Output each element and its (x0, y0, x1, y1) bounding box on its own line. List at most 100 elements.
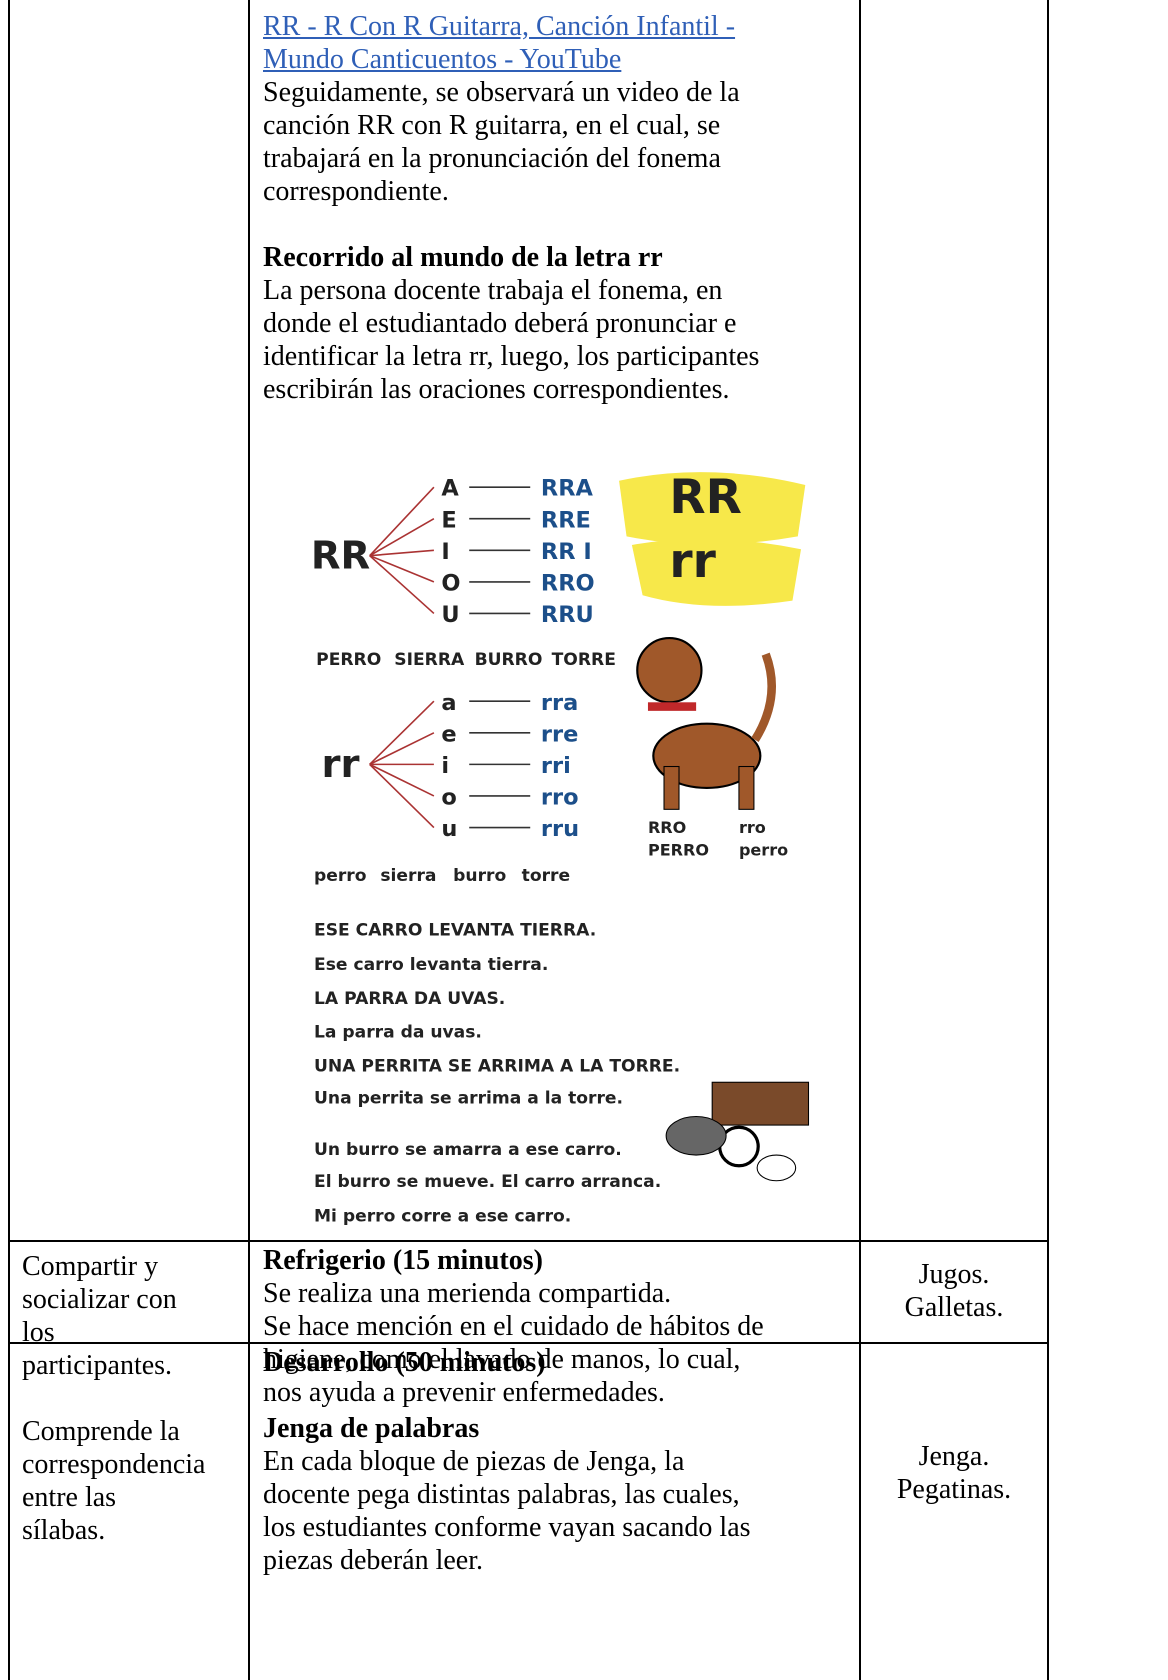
border (8, 0, 10, 1680)
row-2-content: Refrigerio (15 minutos) Se realiza una m… (263, 1244, 764, 1409)
cart (665, 1081, 810, 1182)
heading: Refrigerio (15 minutos) (263, 1245, 543, 1276)
row-3-content: Desarrollo (50 minutos) Jenga de palabra… (263, 1346, 751, 1577)
link[interactable]: Mundo Canticuentos - YouTube (263, 44, 622, 75)
text-line: socializar con (22, 1284, 177, 1315)
arrow (369, 732, 435, 766)
sentence: Mi perro corre a ese carro. (314, 1206, 571, 1226)
text-line: participantes. (22, 1350, 173, 1381)
arrow (369, 554, 435, 583)
heading: Desarrollo (50 minutos) (263, 1347, 546, 1378)
syllable: rra (541, 690, 578, 716)
arrow (369, 549, 434, 557)
syllable: RRE (541, 507, 591, 533)
resource: Jugos. (918, 1259, 990, 1290)
link[interactable]: RR - R Con R Guitarra, Canción Infantil … (263, 11, 736, 42)
vowel: a (441, 690, 456, 716)
word: PERRO (316, 650, 381, 670)
resource: Galletas. (904, 1292, 1004, 1323)
text-line: correspondiente. (263, 176, 449, 207)
objective: Comprende la correspondencia entre las síla… (22, 1415, 205, 1547)
text-line: entre las (22, 1482, 117, 1513)
resource: Jenga. (918, 1441, 990, 1472)
resource: Pegatinas. (896, 1474, 1012, 1505)
sentence: La parra da uvas. (314, 1022, 482, 1042)
syllable: rre (541, 721, 578, 747)
text-line: nos ayuda a prevenir enfermedades. (263, 1377, 665, 1408)
word: BURRO (475, 650, 543, 670)
vowel: U (441, 602, 459, 628)
vowel: e (441, 721, 456, 747)
text-line: donde el estudiantado deberá pronunciar … (263, 308, 737, 339)
letter: RR (311, 534, 370, 579)
text-line: trabajará en la pronunciación del fonema (263, 143, 721, 174)
text-line: Seguidamente, se observará un video de l… (263, 77, 740, 108)
sentence: UNA PERRITA SE ARRIMA A LA TORRE. (314, 1057, 680, 1077)
text-line: identificar la letra rr, luego, los part… (263, 341, 760, 372)
vowel: u (441, 816, 457, 842)
text-line: los estudiantes conforme vayan sacando l… (263, 1512, 751, 1543)
arrow (369, 700, 435, 765)
word: torre (522, 866, 570, 886)
arrow (369, 763, 435, 797)
dog-label: rro (739, 818, 766, 837)
word: burro (453, 866, 506, 886)
dog (636, 637, 776, 810)
border (859, 0, 861, 1680)
text-line: Se hace mención en el cuidado de hábitos… (263, 1311, 764, 1342)
sentence: Un burro se amarra a ese carro. (314, 1140, 622, 1160)
heading: Recorrido al mundo de la letra rr (263, 242, 663, 273)
vowel: E (441, 507, 456, 533)
word: SIERRA (394, 650, 465, 670)
word: perro (314, 866, 367, 886)
resources: Jenga. Pegatinas. (860, 1440, 1048, 1506)
border (248, 0, 250, 1680)
syllable: RRO (541, 570, 595, 596)
text-line: En cada bloque de piezas de Jenga, la (263, 1446, 685, 1477)
highlight (619, 472, 806, 545)
text-line: escribirán las oraciones correspondiente… (263, 374, 730, 405)
dog-label: perro (739, 840, 788, 859)
arrow (369, 763, 435, 829)
vowel: A (441, 476, 459, 502)
subheading: Jenga de palabras (263, 1413, 480, 1444)
text-line: higiene, como el lavado de manos, lo cua… (263, 1344, 741, 1375)
dog-label: PERRO (648, 840, 709, 859)
text-line: piezas deberán leer. (263, 1545, 483, 1576)
border (8, 1342, 1048, 1344)
sentence: LA PARRA DA UVAS. (314, 989, 505, 1009)
badge: rr (669, 534, 716, 589)
syllable: rro (541, 785, 579, 811)
word: sierra (380, 866, 436, 886)
row-1-content: RR - R Con R Guitarra, Canción Infantil … (263, 10, 759, 406)
text-line: correspondencia (22, 1449, 206, 1480)
text-line: Comprende la (22, 1416, 180, 1447)
letter: rr (322, 742, 360, 787)
text-line: Se realiza una merienda compartida. (263, 1278, 672, 1309)
highlight (631, 538, 802, 606)
text-line: canción RR con R guitarra, en el cual, s… (263, 110, 721, 141)
arrow (369, 518, 435, 557)
syllable: RRA (541, 476, 594, 502)
border (8, 1240, 1048, 1242)
syllable: rru (541, 816, 579, 842)
resources: Jugos. Galletas. (860, 1258, 1048, 1324)
text-line: docente pega distintas palabras, las cua… (263, 1479, 740, 1510)
sentence: Ese carro levanta tierra. (314, 955, 548, 975)
text-line: los (22, 1317, 55, 1348)
text-line: La persona docente trabaja el fonema, en (263, 275, 723, 306)
sentence: ESE CARRO LEVANTA TIERRA. (314, 921, 596, 941)
vowel: O (441, 570, 460, 596)
word: TORRE (552, 650, 616, 670)
arrow (369, 555, 435, 615)
vowel: I (441, 539, 449, 565)
sentence: Una perrita se arrima a la torre. (314, 1089, 623, 1109)
text-line: sílabas. (22, 1515, 106, 1546)
dog-label: RRO (648, 818, 686, 837)
border (1047, 0, 1049, 1680)
sentence: El burro se mueve. El carro arranca. (314, 1172, 661, 1192)
text-line: Compartir y (22, 1251, 159, 1282)
badge: RR (669, 470, 742, 525)
